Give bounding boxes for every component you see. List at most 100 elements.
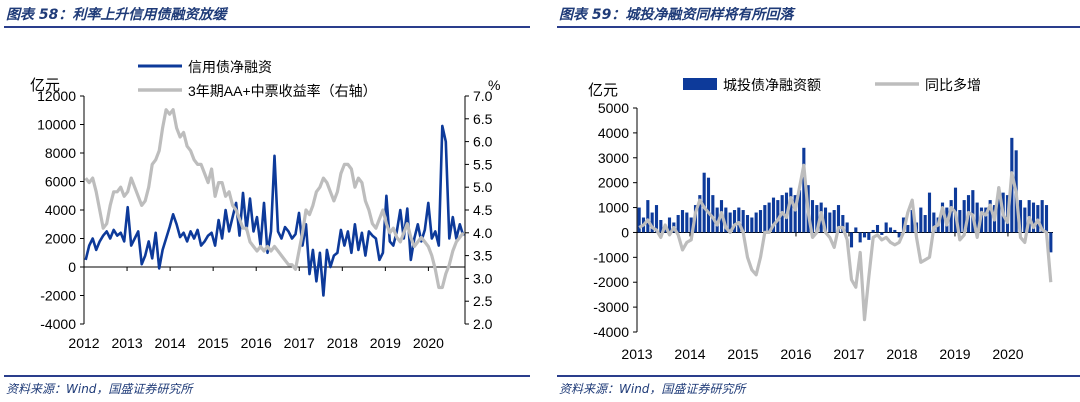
bar	[741, 210, 745, 233]
bar	[750, 217, 754, 233]
bar	[910, 210, 914, 233]
x-tick-label: 2016	[780, 346, 811, 362]
x-tick-label: 2015	[198, 335, 229, 351]
source-rule	[4, 375, 530, 377]
x-tick-label: 2014	[674, 346, 705, 362]
y-tick-label-right: 2.5	[473, 293, 493, 309]
legend-label: 信用债净融资	[188, 59, 272, 75]
bar	[841, 215, 845, 233]
bar	[971, 190, 975, 233]
y-tick-label: 6000	[45, 174, 76, 190]
chart-source: 资料来源：Wind，国盛证券研究所	[559, 382, 746, 396]
y-tick-label: -4000	[593, 324, 629, 340]
bar	[680, 210, 685, 233]
y-tick-label: 12000	[37, 88, 76, 104]
y-tick-label-right: 2.0	[473, 316, 493, 332]
bar	[789, 187, 793, 233]
y-tick-label-right: 4.0	[473, 225, 493, 241]
x-tick-label: 2020	[413, 335, 444, 351]
bar	[763, 205, 767, 233]
bar	[919, 207, 923, 233]
bar	[810, 200, 815, 233]
bar	[711, 195, 715, 233]
x-tick-label: 2017	[284, 335, 315, 351]
bar	[875, 224, 880, 233]
bar	[884, 222, 888, 233]
bar	[880, 232, 884, 235]
bar	[927, 192, 932, 233]
source-rule	[557, 375, 1080, 377]
bar	[1044, 205, 1049, 233]
bar	[888, 227, 893, 233]
bar	[685, 212, 689, 233]
y-tick-label: 2000	[45, 231, 76, 247]
x-tick-label: 2013	[111, 335, 142, 351]
x-tick-label: 2019	[939, 346, 970, 362]
y-tick-label-right: 6.5	[473, 111, 493, 127]
y-tick-label-right: 4.5	[473, 202, 493, 218]
bar	[867, 232, 871, 240]
bar	[650, 212, 654, 233]
bar	[975, 202, 979, 233]
bar	[845, 222, 849, 233]
y-axis-unit-left: 亿元	[30, 77, 60, 94]
legend-label: 同比多增	[925, 77, 981, 93]
bar	[745, 215, 750, 233]
bar	[871, 229, 875, 233]
bar	[771, 197, 776, 233]
bar	[776, 200, 780, 233]
x-tick-label: 2019	[370, 335, 401, 351]
bar	[958, 210, 962, 233]
y-tick-label: 0	[68, 259, 76, 275]
chart-panel-credit-bond: 图表 58：利率上升信用债融资放缓 -4000 -2000 0 2000 4000 600…	[0, 0, 530, 402]
bar	[1018, 200, 1023, 233]
bar	[676, 215, 680, 233]
chart-title: 图表 59：城投净融资同样将有所回落	[559, 7, 794, 23]
legend-swatch	[683, 78, 717, 90]
bar	[802, 147, 806, 233]
y-tick-label: 4000	[45, 202, 76, 218]
x-tick-label: 2018	[327, 335, 358, 351]
y-tick-label-right: 6.0	[473, 134, 493, 150]
bar	[949, 200, 953, 233]
y-tick-label: 10000	[37, 117, 76, 133]
bar	[732, 210, 737, 233]
chart-lgfv-bond-financing: -4000 -3000 -2000 -1000 0 1000 2000 3000 4000 500…	[588, 77, 1053, 362]
y-tick-label: 0	[621, 224, 629, 240]
y-tick-label: -4000	[40, 316, 76, 332]
y-tick-label: -1000	[593, 249, 629, 265]
bar	[706, 177, 711, 233]
bar	[940, 202, 945, 233]
chart-credit-bond-financing: -4000 -2000 0 2000 4000 6000 8000 10000 12000 2.0…	[30, 59, 500, 351]
bar	[997, 187, 1001, 233]
x-tick-label: 2013	[621, 346, 652, 362]
y-tick-label-right: 5.5	[473, 156, 493, 172]
y-tick-label: 5000	[598, 100, 629, 116]
bar	[836, 205, 841, 233]
x-tick-label: 2020	[992, 346, 1023, 362]
bar	[832, 210, 836, 233]
bar	[689, 217, 693, 233]
bar	[893, 229, 897, 233]
chart-panel-lgfv-bond: 图表 59：城投净融资同样将有所回落 -4000 -3000 -2000 -1000 0…	[553, 0, 1080, 402]
bar	[849, 232, 854, 248]
x-tick-label: 2017	[833, 346, 864, 362]
y-tick-label-right: 7.0	[473, 88, 493, 104]
bar	[659, 220, 663, 233]
legend-label: 3年期AA+中票收益率（右轴）	[188, 83, 377, 99]
x-tick-label: 2012	[68, 335, 99, 351]
bar	[646, 200, 650, 233]
bar	[728, 212, 732, 233]
y-tick-label: -2000	[40, 288, 76, 304]
legend-label: 城投债净融资额	[723, 77, 821, 93]
bar	[724, 207, 728, 233]
bar	[758, 210, 763, 233]
bar	[953, 187, 958, 233]
bar	[988, 200, 992, 233]
x-tick-label: 2015	[727, 346, 758, 362]
y-axis-unit-right: %	[488, 77, 500, 93]
bar	[637, 207, 641, 233]
bar	[1031, 202, 1036, 233]
y-tick-label: 8000	[45, 145, 76, 161]
bar	[932, 212, 936, 233]
